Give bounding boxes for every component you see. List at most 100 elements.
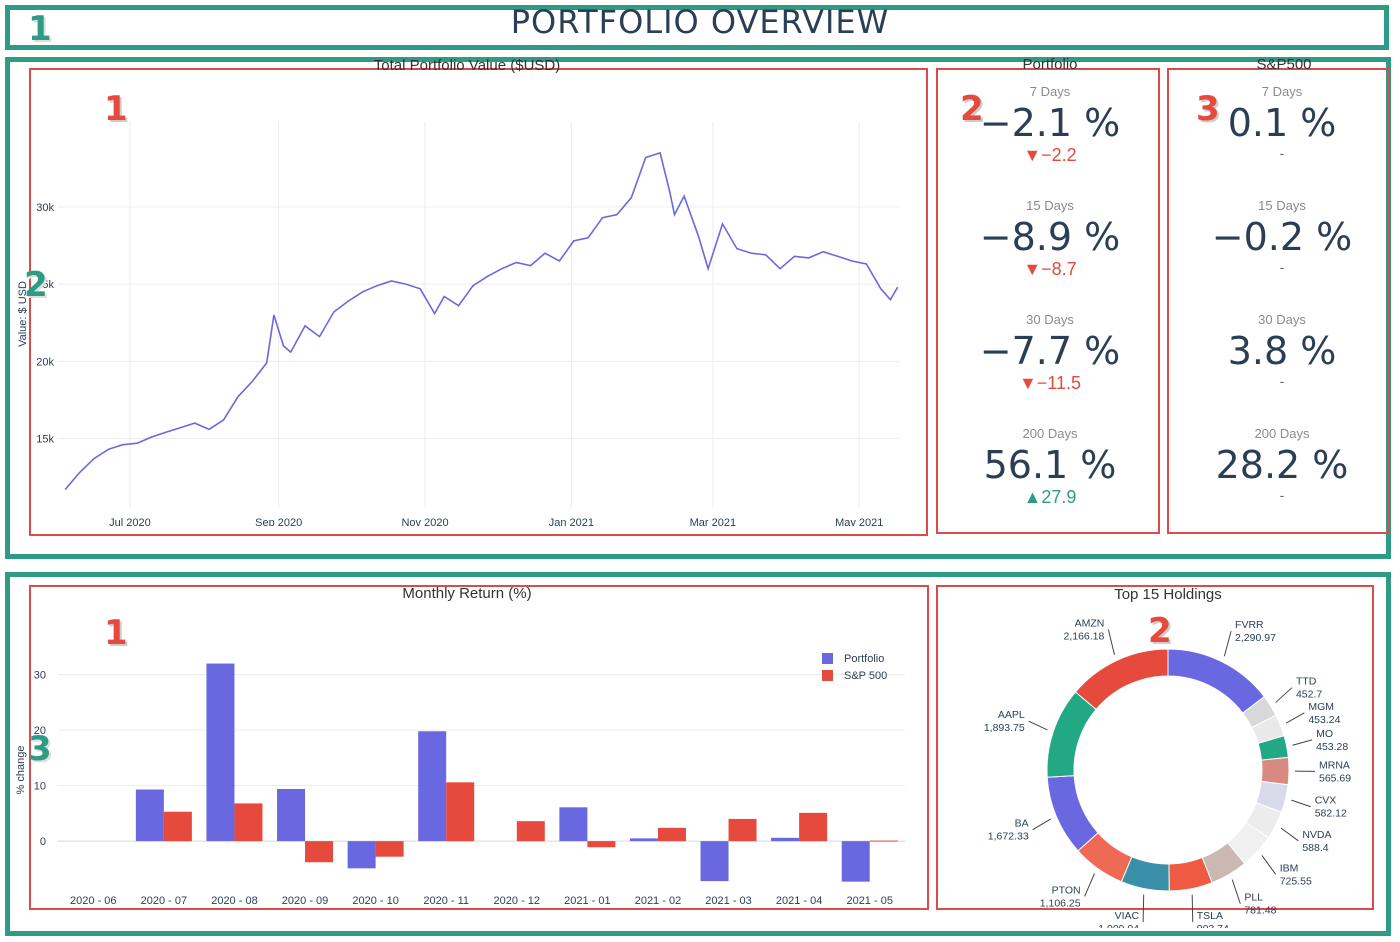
box-marker-1: 1 (104, 89, 128, 129)
line-y-axis-label: Value: $ USD (17, 281, 29, 347)
donut-slice-label: MRNA (1319, 759, 1350, 771)
sp500-stat-change: - (1279, 259, 1285, 275)
donut-slice-value: 903.74 (1197, 923, 1229, 928)
portfolio-stat-value: 56.1 % (983, 443, 1117, 487)
sp500-stats: 7 Days 0.1 % -15 Days −0.2 % -30 Days 3.8 % -2… (1170, 70, 1394, 530)
sp500-stat: 7 Days 0.1 % - (1170, 84, 1394, 161)
sp500-return-bar (305, 841, 334, 863)
donut-slice-label: AAPL (998, 709, 1025, 721)
bar-x-tick-label: 2021 - 05 (846, 895, 892, 907)
portfolio-return-bar (629, 838, 658, 842)
donut-slice-mrna (1260, 756, 1290, 786)
sp500-stat-value: −0.2 % (1211, 215, 1353, 259)
bar-chart-title: Monthly Return (%) (402, 585, 531, 602)
legend-label: Portfolio (844, 653, 884, 665)
sp500-stats-box (1167, 68, 1390, 534)
portfolio-stat-value: −7.7 % (979, 329, 1121, 373)
line-chart-title: Total Portfolio Value ($USD) (374, 57, 560, 74)
line-x-tick-label: Sep 2020 (255, 517, 302, 526)
line-x-tick-label: Mar 2021 (690, 517, 736, 526)
donut-slice-label: CVX (1315, 795, 1337, 807)
sp500-stat-change: - (1279, 373, 1285, 389)
bar-y-tick-label: 20 (34, 725, 46, 737)
line-y-tick-label: 25k (36, 279, 54, 291)
donut-leader-line (1028, 720, 1048, 731)
donut-slice-label: PLL (1244, 892, 1263, 904)
sp500-stat-label: 200 Days (1254, 426, 1310, 441)
donut-leader-line (1280, 827, 1299, 842)
portfolio-value-box (29, 68, 928, 536)
sp500-stat: 200 Days 28.2 % - (1170, 426, 1394, 503)
bar-x-tick-label: 2021 - 01 (564, 895, 610, 907)
sp500-stat-label: 15 Days (1258, 198, 1306, 213)
donut-slice-value: 582.12 (1315, 808, 1347, 820)
portfolio-stat-value: −8.9 % (979, 215, 1121, 259)
title-bar (5, 5, 1389, 50)
sp500-return-bar (587, 841, 616, 848)
portfolio-value-line (64, 151, 899, 491)
bar-y-tick-label: 0 (40, 836, 46, 848)
sp500-panel-title: S&P500 (1256, 56, 1312, 73)
section-marker-2: 2 (24, 265, 48, 305)
sp500-stat-change: - (1279, 145, 1285, 161)
bar-x-tick-label: 2020 - 08 (211, 895, 257, 907)
donut-leader-line (1231, 879, 1241, 904)
donut-slice-fvrr (1167, 648, 1265, 714)
bar-y-tick-label: 30 (34, 670, 46, 682)
line-x-tick-label: Nov 2020 (401, 517, 448, 526)
portfolio-return-bar (206, 663, 235, 842)
box-marker-2: 2 (960, 89, 984, 129)
portfolio-stat-change: ▼−11.5 (1018, 373, 1082, 393)
bar-x-tick-label: 2020 - 07 (141, 895, 187, 907)
top-holdings-chart: Top 15 HoldingsFVRR2,290.97TTD452.7MGM45… (984, 586, 1351, 928)
donut-slice-label: TTD (1296, 676, 1317, 688)
sp500-stat-value: 3.8 % (1227, 329, 1337, 373)
donut-slice-label: PTON (1052, 884, 1081, 896)
donut-slice-label: MGM (1308, 701, 1334, 713)
donut-slice-label: MO (1316, 728, 1333, 740)
box-marker-3: 3 (1196, 89, 1220, 129)
top-holdings-box (936, 585, 1374, 910)
donut-slice-value: 453.28 (1316, 741, 1348, 753)
portfolio-return-bar (418, 731, 447, 842)
donut-slice-value: 452.7 (1296, 689, 1322, 701)
bar-y-tick-label: 10 (34, 781, 46, 793)
bar-x-tick-label: 2021 - 02 (635, 895, 681, 907)
portfolio-stat-label: 30 Days (1026, 312, 1074, 327)
sp500-return-bar (375, 841, 404, 857)
donut-leader-line (1223, 630, 1232, 657)
donut-slice-value: 1,893.75 (984, 722, 1025, 734)
sp500-return-bar (516, 821, 545, 842)
portfolio-stat: 30 Days −7.7 % ▼−11.5 (938, 312, 1162, 394)
donut-slice-value: 2,166.18 (1063, 630, 1104, 642)
sp500-stat-value: 28.2 % (1215, 443, 1349, 487)
sp500-return-bar (163, 811, 192, 842)
section-marker-3: 3 (28, 729, 52, 769)
portfolio-stat-change: ▼−8.7 (1023, 259, 1077, 279)
line-x-tick-label: Jul 2020 (109, 517, 151, 526)
sp500-return-bar (234, 803, 263, 842)
portfolio-stats: 7 Days −2.1 % ▼−2.2 15 Days −8.9 % ▼−8.7 30 Da… (938, 70, 1162, 530)
portfolio-stat-change: ▲27.9 (1023, 487, 1077, 507)
portfolio-stat-change: ▼−2.2 (1023, 145, 1077, 165)
donut-leader-line (1032, 818, 1052, 831)
donut-slice-value: 725.55 (1280, 875, 1312, 887)
portfolio-return-bar (277, 788, 306, 842)
donut-slice-value: 588.4 (1302, 842, 1328, 854)
box-marker-4: 1 (104, 613, 128, 653)
donut-slice-value: 1,009.04 (1098, 923, 1139, 928)
donut-slice-value: 2,290.97 (1235, 632, 1276, 644)
donut-slice-label: AMZN (1075, 617, 1105, 629)
sp500-return-bar (869, 840, 898, 842)
sp500-return-bar (446, 782, 475, 842)
portfolio-return-bar (771, 837, 800, 842)
legend-swatch (822, 653, 833, 664)
bar-x-tick-label: 2021 - 03 (705, 895, 751, 907)
donut-leader-line (1292, 739, 1313, 746)
sp500-stat-value: 0.1 % (1227, 101, 1337, 145)
portfolio-return-bar (841, 841, 870, 882)
portfolio-return-bar (135, 789, 164, 842)
donut-leader-line (1275, 687, 1293, 703)
bottom-section (5, 572, 1391, 936)
line-x-tick-label: Jan 2021 (549, 517, 594, 526)
